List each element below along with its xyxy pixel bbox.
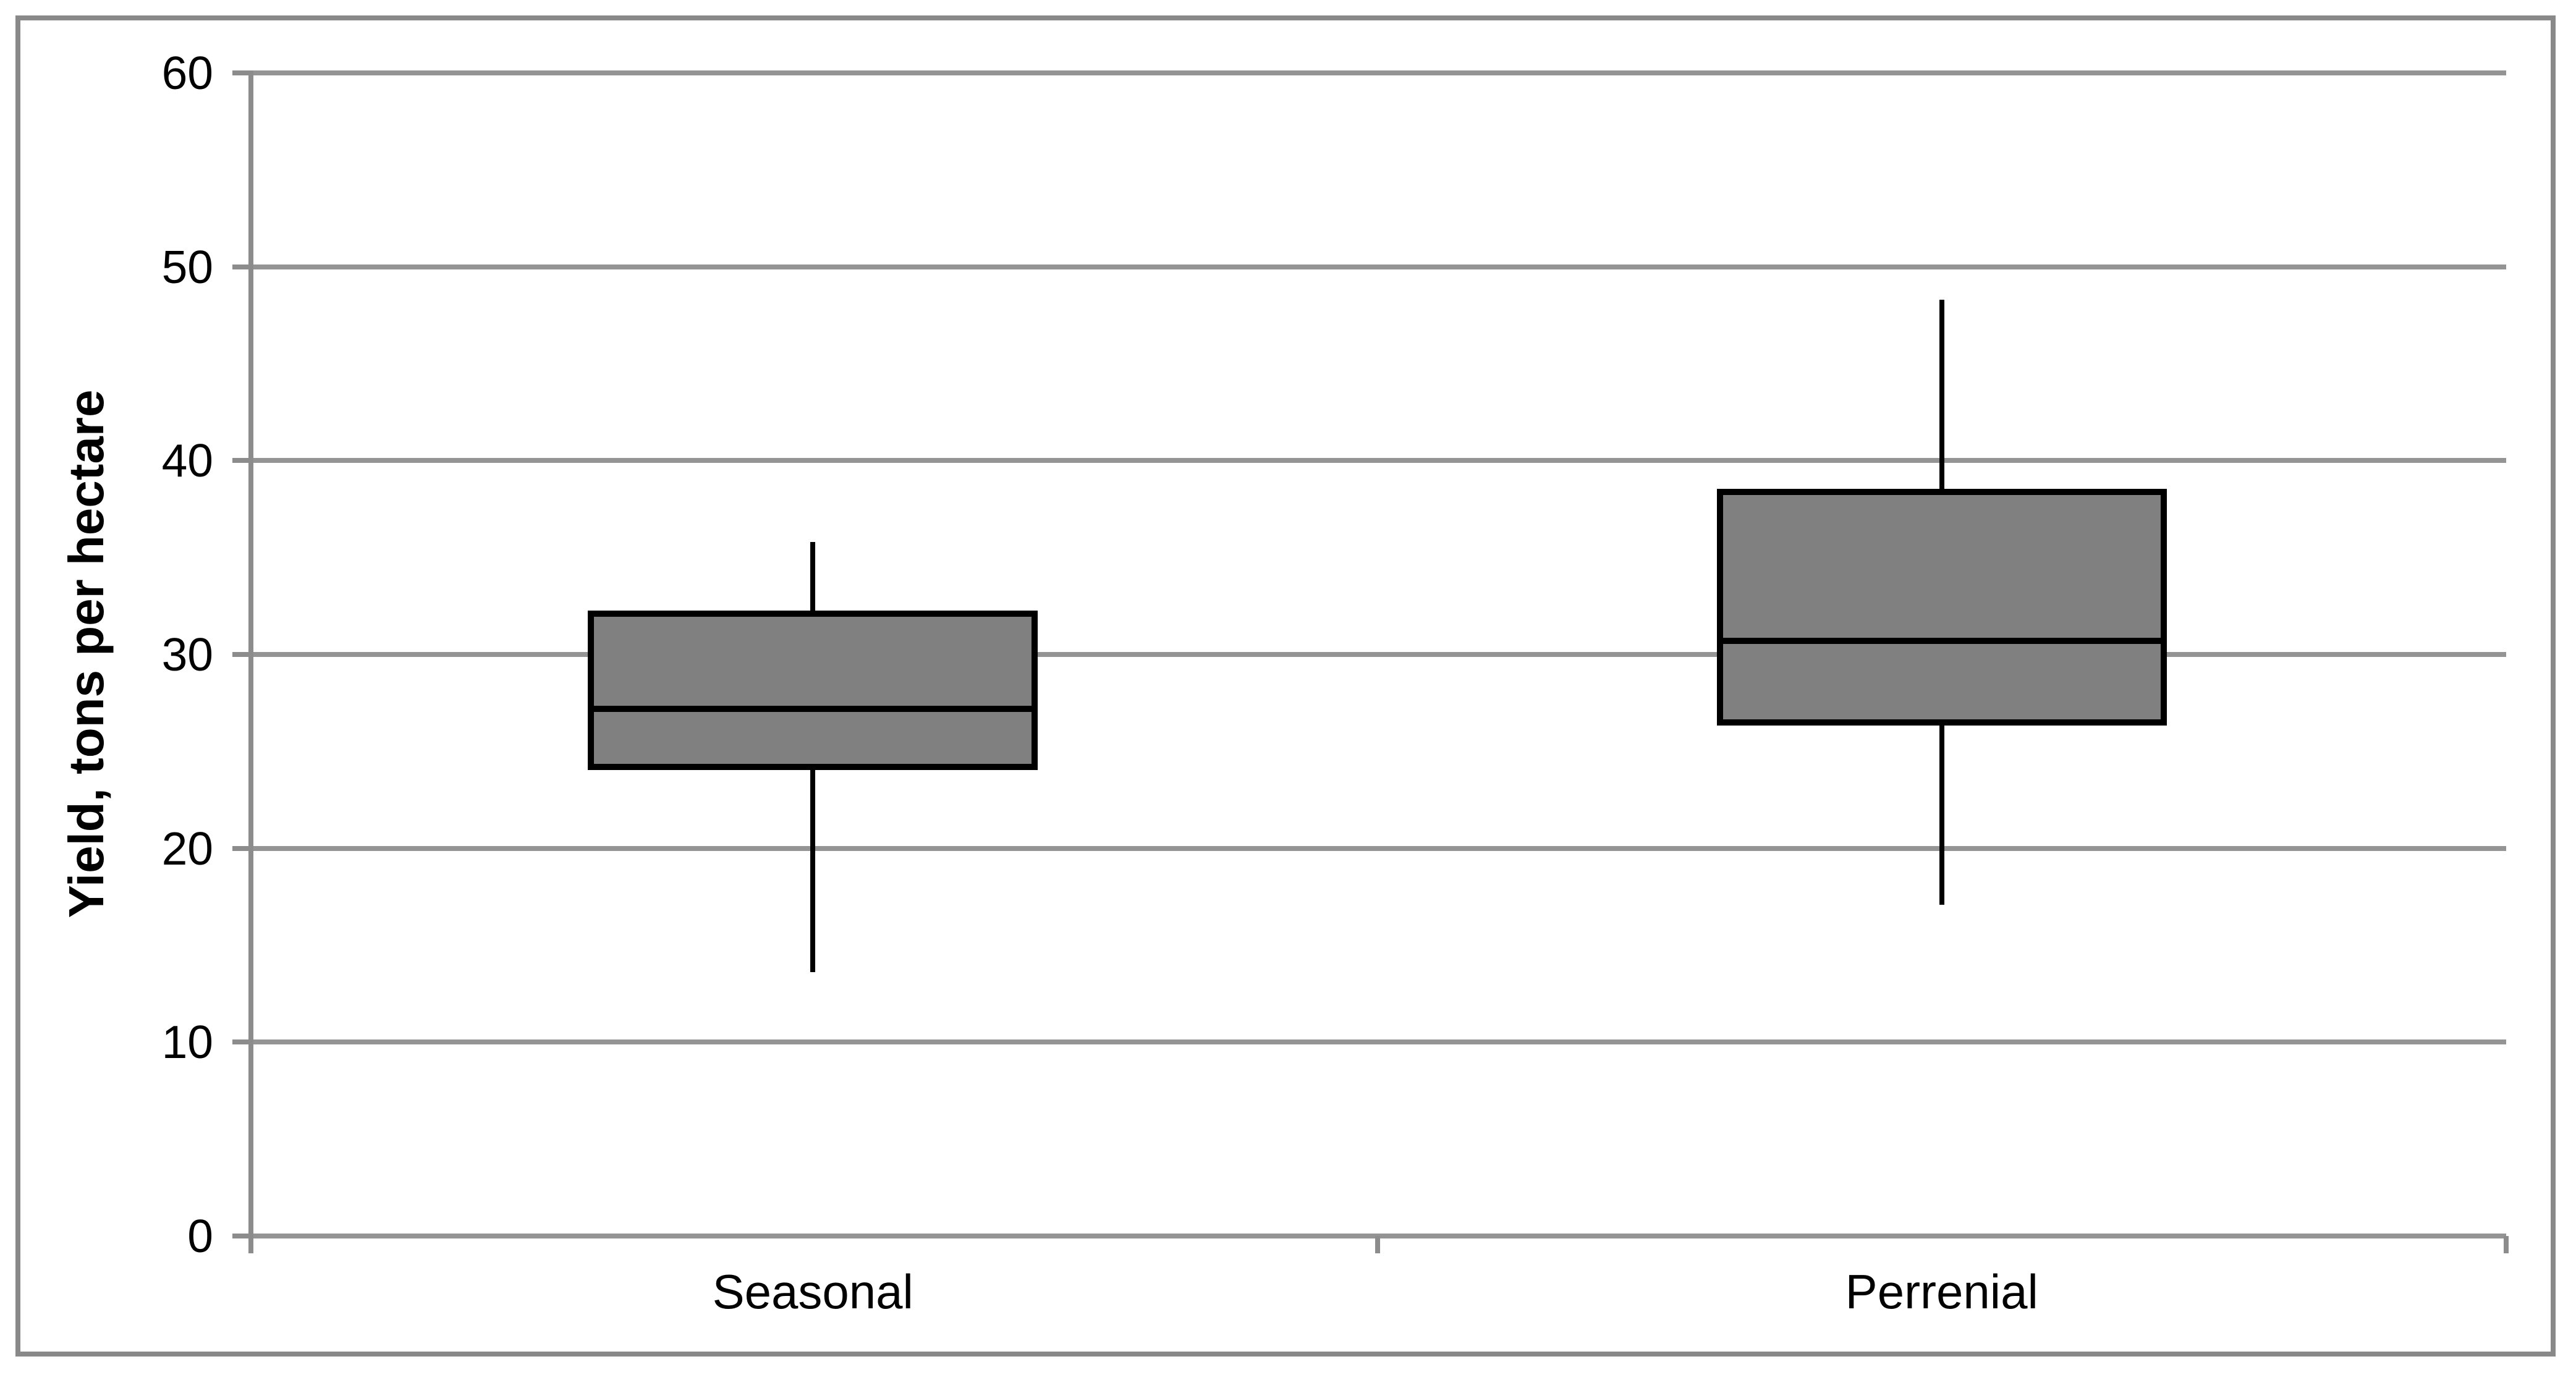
y-tick-label: 30 [161,629,213,680]
gridline [248,458,2506,464]
y-tick-label: 50 [161,240,213,293]
gridline [248,1039,2506,1045]
y-tick-label: 20 [161,822,213,874]
y-tick-label: 0 [187,1210,213,1262]
y-axis-tick [232,264,248,269]
y-axis-line [248,70,253,1253]
gridline [248,845,2506,851]
y-axis-tick [232,70,248,75]
y-axis-tick [232,1234,248,1238]
y-axis-tick [232,652,248,657]
box-perrenial [1716,488,2167,726]
y-axis-tick [232,458,248,464]
y-tick-label: 40 [161,434,213,487]
gridline [248,652,2506,657]
box-seasonal [588,611,1038,770]
chart-border [15,15,2556,1357]
x-axis-tick [2504,1236,2509,1253]
x-category-label-seasonal: Seasonal [712,1264,913,1319]
box-median-seasonal [588,705,1038,712]
x-axis-tick [1375,1236,1380,1253]
gridline [248,70,2506,75]
gridline [248,264,2506,269]
box-median-perrenial [1716,638,2167,645]
y-tick-label: 60 [161,47,213,99]
x-category-label-perrenial: Perrenial [1845,1264,2038,1319]
y-tick-label: 10 [161,1016,213,1069]
y-axis-tick [232,1039,248,1045]
y-axis-tick [232,845,248,851]
